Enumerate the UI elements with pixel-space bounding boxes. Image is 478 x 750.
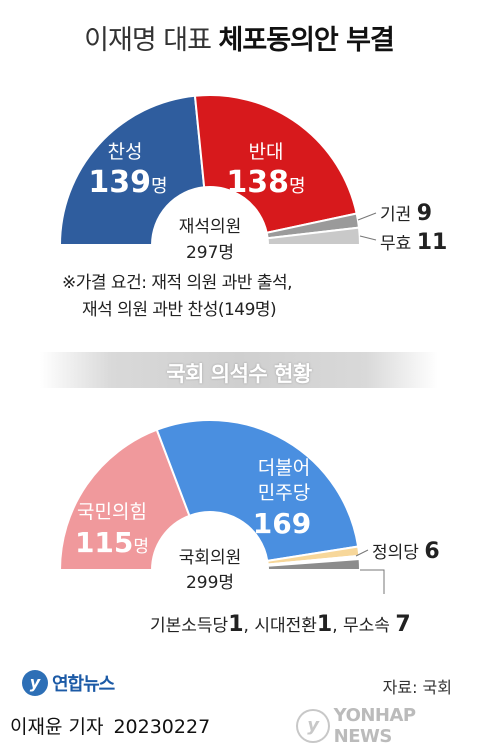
value-chanseong: 139명 bbox=[88, 165, 167, 200]
section-banner: 국회 의석수 현황 bbox=[40, 352, 438, 388]
label-small-parties: 기본소득당1, 시대전환1, 무소속 7 bbox=[150, 612, 411, 637]
label-chanseong: 찬성 bbox=[108, 141, 143, 163]
vote-center-label: 재석의원 bbox=[179, 217, 242, 237]
banner-text: 국회 의석수 현황 bbox=[166, 362, 312, 386]
leader-muhyo bbox=[359, 235, 377, 241]
note-line-1: ※가결 요건: 재적 의원 과반 출석, bbox=[62, 273, 293, 293]
slice-1 bbox=[155, 419, 360, 563]
label-justice: 정의당 6 bbox=[372, 539, 440, 564]
leader-small-parties bbox=[360, 569, 385, 594]
label-bandae: 반대 bbox=[249, 141, 284, 163]
value-ppp: 115명 bbox=[75, 526, 149, 559]
leader-justice bbox=[355, 549, 369, 557]
slice-0 bbox=[58, 94, 206, 246]
note-line-2: 재석 의원 과반 찬성(149명) bbox=[82, 300, 277, 320]
vote-requirement-note: ※가결 요건: 재적 의원 과반 출석, 재석 의원 과반 찬성(149명) bbox=[62, 270, 293, 324]
title-light: 이재명 대표 bbox=[84, 25, 212, 56]
watermark-logo-icon: y bbox=[296, 709, 330, 743]
vote-center-value: 297명 bbox=[186, 243, 234, 263]
yonhap-logo-icon: y bbox=[22, 670, 48, 696]
label-ppp: 국민의힘 bbox=[77, 501, 147, 523]
label-dp-2: 민주당 bbox=[258, 482, 310, 504]
watermark-text: YONHAP NEWS bbox=[333, 705, 416, 747]
source-label: 자료: 국회 bbox=[382, 678, 452, 697]
label-dp-1: 더불어 bbox=[258, 457, 310, 479]
publish-date: 20230227 bbox=[113, 716, 211, 738]
label-gigwon: 기권 9 bbox=[380, 201, 432, 226]
yonhap-watermark: y YONHAP NEWS bbox=[296, 705, 478, 747]
seat-center-value: 299명 bbox=[186, 573, 234, 593]
yonhap-logo: y 연합뉴스 bbox=[22, 670, 115, 696]
value-dp: 169 bbox=[253, 507, 311, 540]
slice-3 bbox=[266, 226, 362, 246]
reporter-line: 이재윤 기자 20230227 bbox=[10, 712, 210, 739]
footer-bar bbox=[0, 708, 478, 750]
leader-gigwon bbox=[357, 212, 377, 221]
value-bandae: 138명 bbox=[226, 165, 305, 200]
reporter-name: 이재윤 기자 bbox=[10, 716, 104, 738]
logo-text: 연합뉴스 bbox=[52, 674, 115, 695]
slice-5 bbox=[266, 557, 362, 571]
label-muhyo: 무효 11 bbox=[380, 230, 447, 255]
seat-center-label: 국회의원 bbox=[179, 548, 242, 568]
chart-title: 이재명 대표 체포동의안 부결 bbox=[0, 18, 478, 57]
slice-1 bbox=[193, 94, 358, 235]
title-bold: 체포동의안 부결 bbox=[218, 25, 395, 56]
slice-0 bbox=[58, 428, 191, 571]
